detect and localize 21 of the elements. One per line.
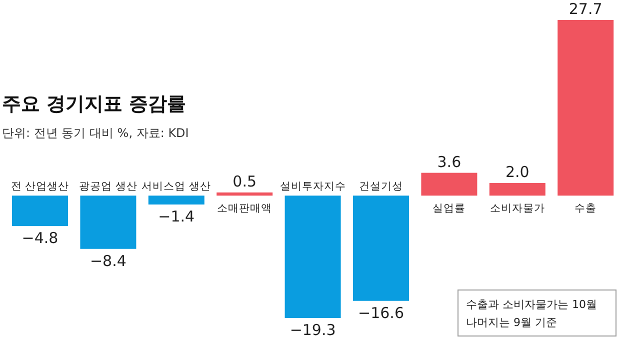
data-label: −16.6	[358, 304, 404, 322]
annotation: 수출과 소비자물가는 10월 나머지는 9월 기준	[466, 298, 597, 329]
x-tick-label: 소비자물가	[490, 202, 545, 215]
text: 주요 경기지표 증감률	[2, 93, 186, 115]
x-tick-label: 전 산업생산	[10, 180, 70, 193]
data-label: 3.6	[437, 152, 462, 171]
data-label: 2.0	[505, 162, 530, 181]
data-label: −8.4	[90, 252, 126, 270]
data-label: 27.7	[568, 0, 602, 18]
data-label: 0.5	[232, 172, 257, 190]
data-label: −4.8	[22, 229, 58, 248]
x-tick-label: 설비투자지수	[280, 180, 346, 193]
x-tick-label: 서비스업 생산	[142, 180, 212, 193]
x-tick-label: 건설기성	[359, 180, 403, 193]
x-tick-label: 광공업 생산	[79, 180, 138, 193]
x-tick-label: 실업률	[432, 202, 466, 215]
data-label: −1.4	[158, 208, 195, 226]
x-tick-label: 수출	[574, 202, 597, 215]
data-label: −19.3	[290, 321, 336, 339]
x-tick-label: 소매판매액	[217, 202, 272, 215]
text: 단위: 전년 동기 대비 %, 자료: KDI	[2, 126, 189, 140]
